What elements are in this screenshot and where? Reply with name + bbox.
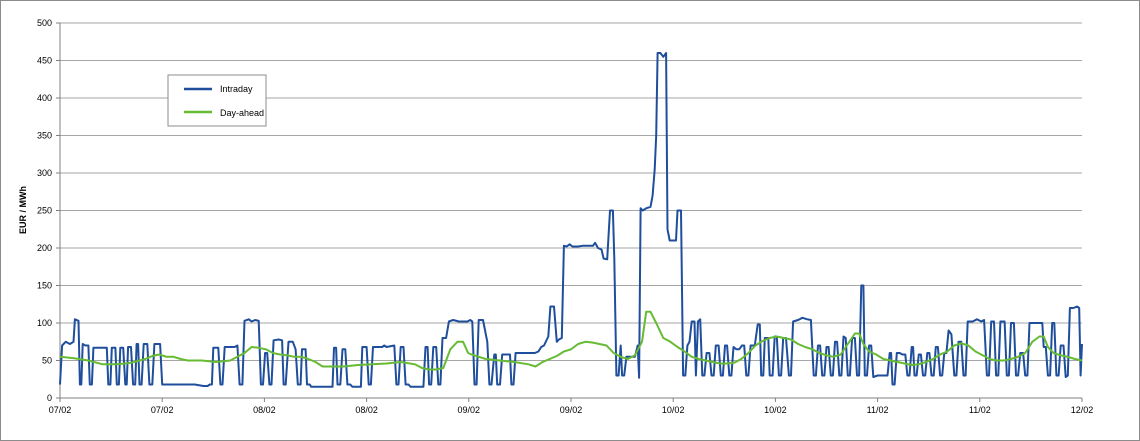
x-tick-label: 09/02 — [458, 405, 481, 415]
x-tick-labels: 07/02 07/02 08/02 08/02 09/02 09/02 10/02 10/02… — [49, 398, 1094, 415]
y-tick-label: 150 — [37, 281, 52, 291]
x-tick-label: 09/02 — [560, 405, 583, 415]
y-tick-label: 500 — [37, 18, 52, 28]
y-tick-label: 400 — [37, 93, 52, 103]
y-tick-label: 300 — [37, 168, 52, 178]
x-tick-label: 08/02 — [253, 405, 276, 415]
legend-label-intraday: Intraday — [220, 84, 253, 94]
y-tick-label: 250 — [37, 206, 52, 216]
x-tick-label: 08/02 — [355, 405, 378, 415]
x-tick-label: 07/02 — [151, 405, 174, 415]
legend-box — [167, 74, 267, 127]
y-tick-labels: 0 50 100 150 200 250 300 350 400 450 500 — [37, 18, 52, 403]
series-line-intraday — [59, 52, 1083, 388]
legend-label-day-ahead: Day-ahead — [220, 108, 264, 118]
y-tick-label: 450 — [37, 56, 52, 66]
x-tick-label: 10/02 — [662, 405, 685, 415]
y-tick-label: 100 — [37, 318, 52, 328]
y-tick-label: 0 — [47, 393, 52, 403]
y-tick-label: 50 — [42, 356, 52, 366]
series-lines — [59, 52, 1083, 388]
legend: Intraday Day-ahead — [167, 74, 267, 127]
y-tick-label: 350 — [37, 131, 52, 141]
x-tick-label: 10/02 — [764, 405, 787, 415]
x-tick-label: 11/02 — [867, 405, 889, 415]
series-line-day-ahead — [59, 310, 1083, 371]
x-tick-label: 12/02 — [1071, 405, 1094, 415]
x-tick-label: 11/02 — [969, 405, 991, 415]
y-tick-label: 200 — [37, 243, 52, 253]
x-tick-label: 07/02 — [49, 405, 72, 415]
y-axis-label: EUR / MWh — [18, 186, 28, 234]
gridlines — [56, 22, 1082, 399]
